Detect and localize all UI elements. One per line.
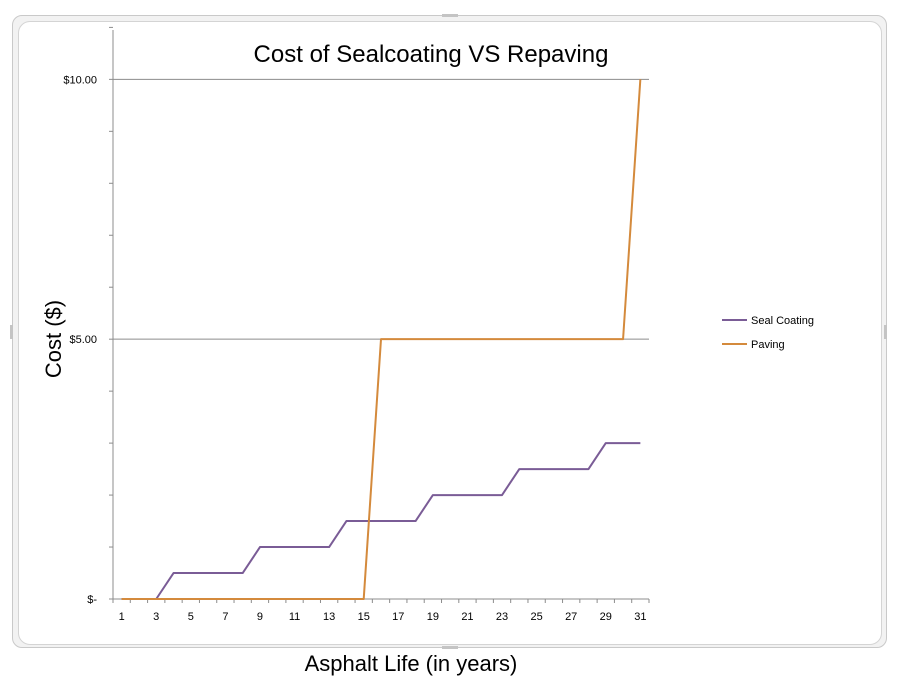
legend-item-paving[interactable]: Paving (722, 339, 785, 351)
x-tick-label: 3 (153, 611, 159, 623)
x-tick-label: 23 (496, 611, 508, 623)
resize-handle-left[interactable] (10, 325, 13, 339)
chart-title: Cost of Sealcoating VS Repaving (254, 41, 609, 68)
x-tick-label: 17 (392, 611, 404, 623)
x-axis-ticks: 1 3 5 7 9 11 13 15 17 19 21 23 25 27 29 31 (112, 599, 650, 623)
x-tick-label: 15 (358, 611, 370, 623)
resize-handle-right[interactable] (884, 325, 887, 339)
x-tick-label: 13 (323, 611, 335, 623)
y-tick-label: $10.00 (63, 74, 97, 86)
resize-handle-top[interactable] (442, 14, 458, 17)
y-tick-label: $5.00 (69, 334, 97, 346)
axes (112, 30, 649, 600)
y-axis-ticks: $- $5.00 $10.00 (63, 26, 113, 606)
series-line-seal-coating (121, 442, 641, 600)
x-tick-label: 9 (257, 611, 263, 623)
x-tick-label: 25 (530, 611, 542, 623)
resize-handle-bottom[interactable] (442, 646, 458, 649)
x-tick-label: 11 (289, 611, 300, 623)
chart-area (18, 21, 882, 645)
series-lines (121, 79, 642, 600)
x-tick-label: 1 (119, 611, 125, 623)
x-tick-label: 5 (188, 611, 194, 623)
x-tick-label: 21 (461, 611, 473, 623)
y-tick-label: $- (87, 594, 97, 606)
x-tick-label: 31 (634, 611, 646, 623)
y-axis-title: Cost ($) (41, 300, 66, 378)
series-line-paving (121, 79, 642, 600)
x-tick-label: 29 (600, 611, 612, 623)
legend-label-seal-coating: Seal Coating (751, 315, 814, 327)
gridlines (113, 78, 649, 340)
legend-item-seal-coating[interactable]: Seal Coating (722, 315, 814, 327)
x-tick-label: 27 (565, 611, 577, 623)
x-axis-title: Asphalt Life (in years) (305, 651, 518, 676)
x-tick-label: 19 (427, 611, 439, 623)
legend-label-paving: Paving (751, 339, 785, 351)
legend: Seal Coating Paving (722, 315, 814, 351)
x-tick-label: 7 (222, 611, 228, 623)
